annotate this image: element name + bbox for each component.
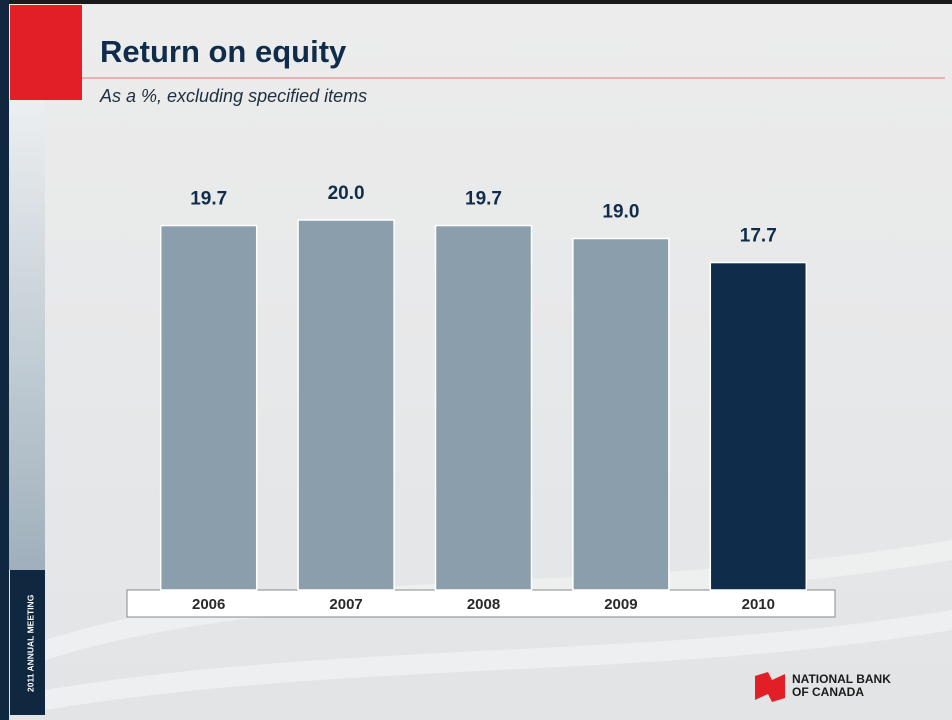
- bar: [709, 261, 808, 591]
- x-tick-label: 2008: [467, 596, 500, 613]
- value-label: 19.7: [190, 189, 227, 210]
- x-tick-label: 2010: [742, 596, 775, 613]
- x-tick-label: 2007: [329, 596, 362, 613]
- value-label: 19.7: [465, 189, 502, 210]
- side-label: 2011 ANNUAL MEETING: [25, 594, 35, 692]
- logo-mark: [755, 672, 785, 702]
- decor-swoosh: [45, 610, 952, 710]
- value-label: 17.7: [740, 226, 777, 247]
- side-label-box: [10, 570, 45, 715]
- bar: [159, 224, 258, 591]
- bar: [572, 237, 670, 591]
- x-tick-label: 2006: [192, 596, 225, 613]
- logo-text: NATIONAL BANK: [792, 672, 891, 686]
- value-label: 20.0: [328, 183, 365, 204]
- value-label: 19.0: [602, 202, 639, 223]
- top-border: [0, 0, 952, 4]
- red-block: [10, 5, 82, 100]
- bar: [297, 219, 395, 591]
- bar: [434, 224, 533, 591]
- side-gradient: [9, 100, 45, 570]
- chart-title: Return on equity: [100, 34, 347, 69]
- logo-text: OF CANADA: [792, 685, 864, 699]
- category-strip: [126, 589, 836, 618]
- x-tick-label: 2009: [604, 596, 637, 613]
- chart-subtitle: As a %, excluding specified items: [99, 86, 367, 106]
- left-strip: [0, 0, 9, 720]
